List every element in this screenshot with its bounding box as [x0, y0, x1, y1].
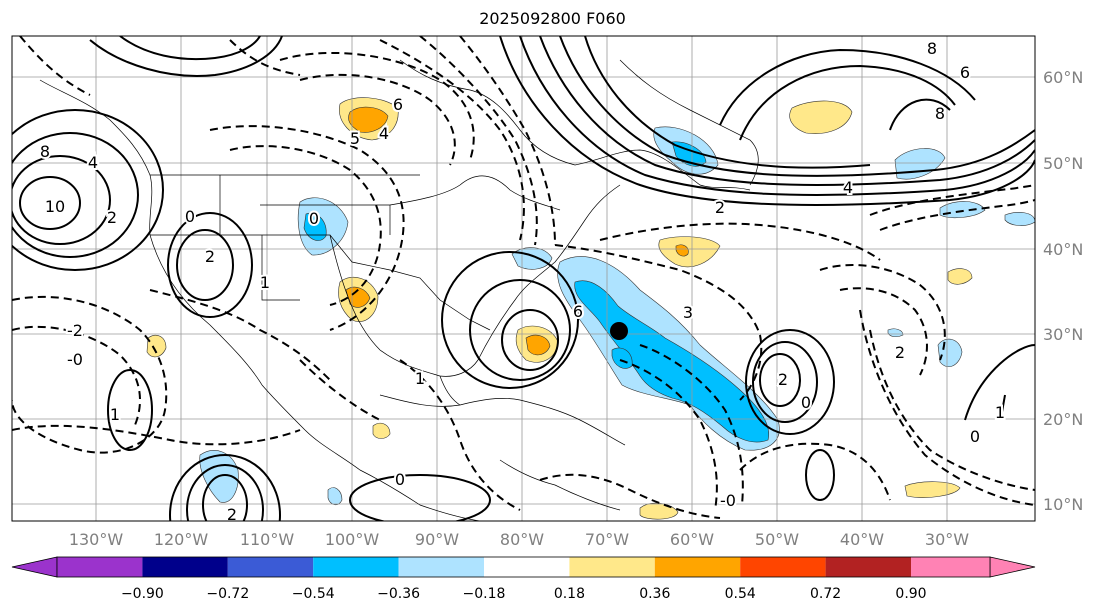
longitude-label: 90°W [415, 530, 459, 549]
contour-label: 2 [778, 370, 788, 389]
contour-label: 0 [309, 209, 319, 228]
colorbar-tick-label: −0.54 [292, 586, 335, 602]
contour-label: 1 [995, 403, 1005, 422]
negative-contours [12, 36, 1035, 519]
colorbar-tick-label: −0.72 [206, 586, 249, 602]
contour-label: 2 [107, 208, 117, 227]
strong-positive-anomaly-area [525, 334, 551, 356]
positive-anomaly-area [146, 335, 167, 358]
contour-label: 3 [683, 303, 693, 322]
longitude-label: 60°W [670, 530, 714, 549]
contour-label: 10 [45, 197, 65, 216]
contour-label: 2 [895, 343, 905, 362]
positive-anomaly-area [658, 236, 721, 268]
positive-anomaly-area [947, 268, 973, 285]
contour-labels: 10 8 4 2 0 -2 -0 1 6 5 4 0 2 1 6 3 -0 4 … [38, 37, 1007, 526]
contour-label: 4 [379, 124, 389, 143]
colorbar-upper-extension [989, 556, 1036, 578]
longitude-label: 30°W [925, 530, 969, 549]
contour-label: 1 [260, 273, 270, 292]
negative-anomaly-area [887, 328, 904, 338]
graticule [12, 36, 1035, 521]
contour-label: -0 [720, 491, 736, 510]
contour-label: 0 [801, 393, 811, 412]
longitude-label: 40°W [840, 530, 884, 549]
contour-label: 2 [205, 247, 215, 266]
contour-label: 6 [573, 302, 583, 321]
colorbar-tick-label: −0.18 [463, 586, 506, 602]
contour-label: 4 [88, 153, 98, 172]
contour-label: 6 [393, 95, 403, 114]
colorbar-bin [740, 557, 826, 577]
strong-positive-anomaly-area [348, 106, 389, 133]
contour-label: 6 [960, 63, 970, 82]
strong-negative-anomaly-area [303, 212, 327, 241]
map-frame [11, 35, 1036, 522]
colorbar-lower-extension [11, 556, 58, 578]
longitude-label: 130°W [69, 530, 124, 549]
colorbar-bin [57, 557, 143, 577]
latitude-label: 10°N [1043, 495, 1083, 514]
contour-label: 8 [927, 39, 937, 58]
longitude-axis: 130°W 120°W 110°W 100°W 90°W 80°W 70°W 6… [69, 530, 969, 549]
contour-label: 0 [395, 470, 405, 489]
colorbar-tick-label: 0.54 [725, 586, 756, 602]
coastlines [39, 59, 759, 521]
colorbar-tick-label: 0.18 [554, 586, 585, 602]
positive-anomaly-area [372, 422, 391, 439]
colorbar-bin [484, 557, 570, 577]
colorbar-bin [227, 557, 314, 577]
positive-anomaly-area [904, 481, 961, 498]
colorbar-bin [313, 557, 399, 577]
colorbar-bin [911, 557, 990, 577]
longitude-label: 50°W [755, 530, 799, 549]
longitude-label: 120°W [154, 530, 209, 549]
longitude-label: 100°W [325, 530, 380, 549]
contour-label: -0 [67, 350, 83, 369]
longitude-label: 70°W [585, 530, 629, 549]
latitude-label: 20°N [1043, 410, 1083, 429]
colorbar-tick-label: 0.72 [810, 586, 841, 602]
positive-contours [12, 36, 1035, 521]
contour-label: 0 [970, 427, 980, 446]
latitude-label: 40°N [1043, 240, 1083, 259]
contour-label: 2 [227, 505, 237, 524]
contour-label: 5 [350, 129, 360, 148]
colorbar: −0.90 −0.72 −0.54 −0.36 −0.18 0.18 0.36 … [11, 556, 1036, 602]
longitude-label: 110°W [240, 530, 295, 549]
colorbar-tick-label: 0.36 [639, 586, 670, 602]
negative-anomaly-area [327, 487, 343, 506]
contour-label: 8 [935, 104, 945, 123]
colorbar-tick-label: −0.90 [121, 586, 164, 602]
map-title: 2025092800 F060 [479, 9, 626, 28]
latitude-label: 30°N [1043, 325, 1083, 344]
colorbar-bin [398, 557, 484, 577]
latitude-label: 50°N [1043, 154, 1083, 173]
strong-positive-anomaly-area [675, 244, 689, 257]
positive-anomaly-area [789, 100, 853, 134]
contour-label: 8 [40, 142, 50, 161]
colorbar-outline [56, 556, 991, 578]
shading-layer [146, 97, 1035, 520]
colorbar-tick-label: −0.36 [377, 586, 420, 602]
contour-label: 1 [415, 369, 425, 388]
contour-label: 0 [185, 207, 195, 226]
contour-label: -2 [67, 321, 83, 340]
colorbar-bin [142, 557, 228, 577]
longitude-label: 80°W [500, 530, 544, 549]
colorbar-bin [825, 557, 911, 577]
contour-label: 2 [715, 198, 725, 217]
contour-label: 1 [110, 405, 120, 424]
latitude-label: 60°N [1043, 68, 1083, 87]
latitude-axis: 60°N 50°N 40°N 30°N 20°N 10°N [1043, 68, 1083, 514]
contour-label: 4 [843, 178, 853, 197]
colorbar-bin [569, 557, 655, 577]
colorbar-tick-label: 0.90 [895, 586, 926, 602]
colorbar-ticks: −0.90 −0.72 −0.54 −0.36 −0.18 0.18 0.36 … [121, 586, 927, 602]
storm-center-marker [610, 322, 628, 340]
map-content [12, 36, 1035, 521]
colorbar-bin [654, 557, 741, 577]
